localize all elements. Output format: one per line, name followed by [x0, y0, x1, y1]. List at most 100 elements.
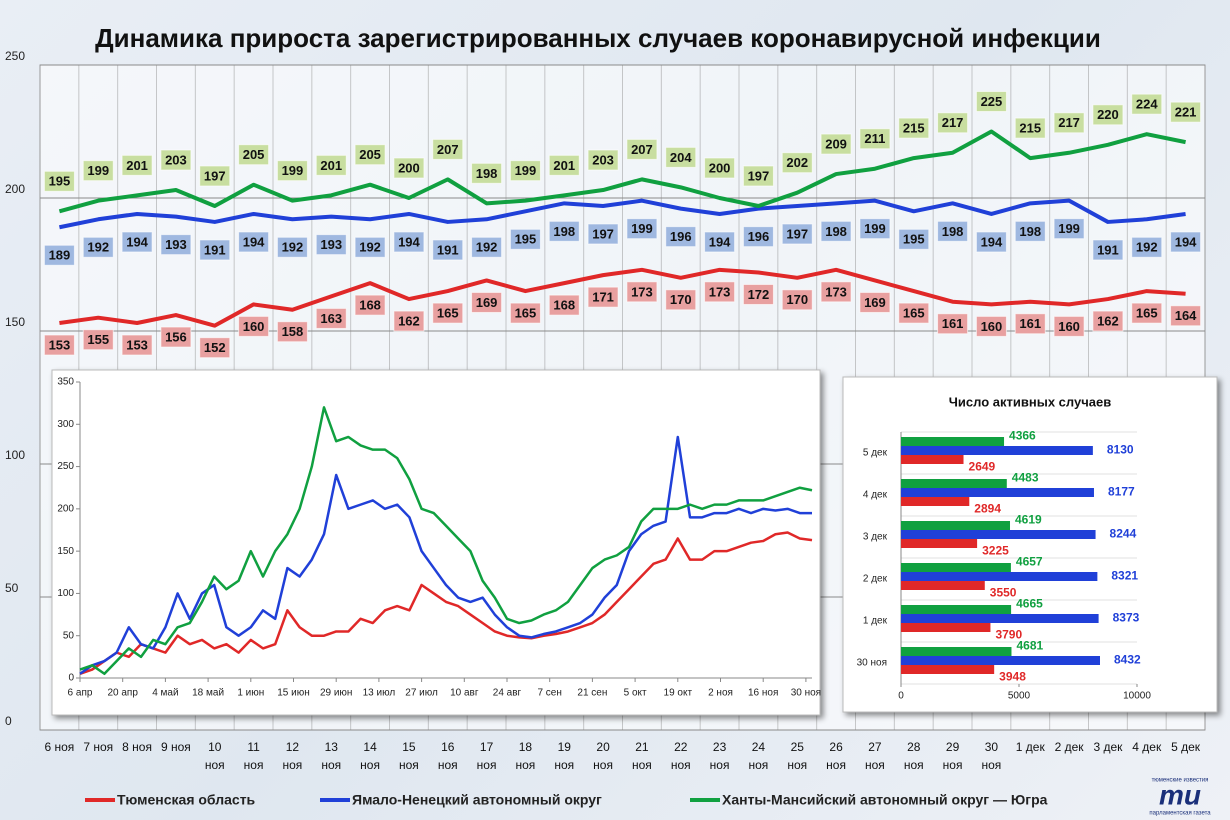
data-label: 3225	[982, 544, 1009, 558]
x-tick-label: 20 ноя	[593, 740, 613, 772]
data-label: 153	[126, 337, 148, 352]
data-label-box	[432, 138, 464, 160]
data-label: 193	[165, 237, 187, 252]
data-label: 8373	[1113, 611, 1140, 625]
data-label-box	[432, 302, 464, 324]
data-label: 204	[670, 150, 692, 165]
x-tick-label: 10 ноя	[205, 740, 225, 772]
bar	[901, 530, 1096, 539]
data-label-box	[820, 281, 852, 303]
y-tick-label: 3 дек	[863, 532, 888, 543]
data-label: 194	[1175, 234, 1197, 249]
data-label: 215	[1019, 121, 1041, 136]
data-label: 205	[359, 147, 381, 162]
bar	[901, 455, 964, 464]
data-label: 164	[1175, 308, 1197, 323]
data-label: 211	[864, 131, 885, 146]
data-label-box	[121, 231, 153, 253]
logo: тюменские известия ти парламентская газе…	[1149, 778, 1211, 817]
x-tick-label: 0	[898, 691, 904, 702]
data-label-box	[199, 165, 231, 187]
y-tick-label: 150	[5, 315, 25, 329]
data-label: 3550	[990, 586, 1017, 600]
x-tick-label: 15 июн	[277, 688, 310, 699]
x-tick-label: 30 ноя	[982, 740, 1002, 772]
data-label: 152	[204, 340, 226, 355]
series-line	[79, 435, 812, 675]
x-tick-label: 1 дек	[1016, 740, 1046, 754]
data-label: 173	[709, 284, 731, 299]
data-label: 203	[165, 152, 187, 167]
data-label-box	[1170, 305, 1202, 327]
x-tick-label: 4 дек	[1132, 740, 1162, 754]
data-label-box	[1014, 117, 1046, 139]
data-label: 4619	[1015, 513, 1042, 527]
x-tick-label: 25 ноя	[787, 740, 807, 772]
data-label-box	[898, 117, 930, 139]
data-label: 199	[515, 163, 537, 178]
data-label-box	[704, 281, 736, 303]
x-tick-label: 6 ноя	[45, 740, 75, 754]
data-label: 200	[398, 160, 420, 175]
data-label: 209	[825, 136, 847, 151]
x-tick-label: 26 ноя	[826, 740, 846, 772]
x-tick-label: 18 май	[192, 688, 224, 699]
data-label-box	[160, 149, 192, 171]
card	[51, 369, 821, 716]
series-line	[59, 267, 1186, 328]
data-label: 192	[1136, 240, 1158, 255]
bar	[901, 521, 1011, 530]
series-line	[59, 198, 1186, 230]
data-label-box	[937, 112, 969, 134]
bar	[901, 572, 1098, 581]
data-label: 169	[476, 295, 498, 310]
y-tick-label: 200	[57, 503, 74, 514]
data-label-box	[1092, 239, 1124, 261]
data-label: 161	[1019, 316, 1041, 331]
data-label: 160	[243, 319, 265, 334]
data-label-box	[1053, 218, 1085, 240]
y-tick-label: 300	[57, 419, 74, 430]
data-label: 201	[126, 158, 148, 173]
data-label: 194	[981, 234, 1003, 249]
data-label-box	[43, 170, 75, 192]
data-label-box	[665, 289, 697, 311]
data-label: 193	[320, 237, 342, 252]
data-label: 217	[1058, 115, 1080, 130]
y-tick-label: 1 дек	[863, 616, 888, 627]
data-label: 4366	[1009, 429, 1036, 443]
data-label: 4657	[1016, 555, 1043, 569]
data-label-box	[471, 291, 503, 313]
data-label: 198	[942, 224, 964, 239]
x-tick-label: 29 ноя	[943, 740, 963, 772]
x-tick-label: 28 ноя	[904, 740, 924, 772]
x-tick-label: 19 ноя	[554, 740, 574, 772]
series-line	[79, 406, 813, 676]
y-tick-label: 150	[57, 546, 74, 557]
data-label: 8244	[1110, 527, 1137, 541]
data-label: 8321	[1111, 569, 1138, 583]
data-label-box	[315, 234, 347, 256]
data-label-box	[121, 334, 153, 356]
data-label-box	[238, 315, 270, 337]
data-label: 194	[398, 234, 420, 249]
data-label-box	[704, 231, 736, 253]
data-label: 194	[709, 234, 731, 249]
data-label-box	[393, 310, 425, 332]
x-tick-label: 13 ноя	[321, 740, 341, 772]
data-label-box	[859, 128, 891, 150]
x-tick-label: 27 июл	[405, 688, 438, 699]
data-label-box	[742, 226, 774, 248]
x-tick-label: 20 апр	[107, 688, 138, 699]
data-label-box	[354, 294, 386, 316]
legend-label: Ямало-Ненецкий автономный округ	[352, 792, 602, 808]
data-label: 199	[282, 163, 304, 178]
data-label: 170	[786, 292, 808, 307]
data-label: 217	[942, 115, 964, 130]
bar	[901, 563, 1011, 572]
legend-label: Ханты-Мансийский автономный округ — Югра	[722, 792, 1048, 808]
y-tick-label: 4 дек	[863, 490, 888, 501]
x-tick-label: 13 июл	[363, 688, 396, 699]
data-label: 215	[903, 121, 925, 136]
